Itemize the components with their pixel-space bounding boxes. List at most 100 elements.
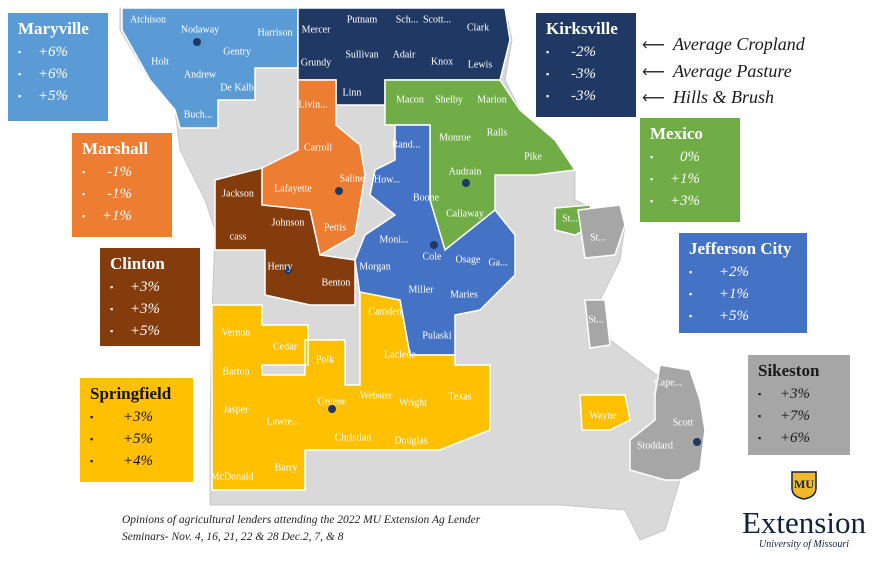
bullet-icon: ▪: [110, 304, 114, 314]
county-label: Lafayette: [274, 183, 312, 194]
county-label: Mi...: [702, 444, 721, 455]
county-label: Polk: [316, 354, 334, 365]
county-label: Gentry: [223, 46, 251, 57]
region-title: Clinton: [110, 254, 165, 273]
county-labels: Atchison Nodaway Holt Andrew Gentry De K…: [130, 14, 722, 482]
bullet-icon: ▪: [689, 311, 693, 321]
city-dot-marshall: [335, 187, 343, 195]
county-label: Christian: [335, 432, 372, 443]
region-clinton: [214, 167, 356, 306]
county-label: McDonald: [211, 471, 254, 482]
county-label: Atchison: [130, 14, 166, 25]
bullet-icon: ▪: [758, 411, 762, 421]
county-label: Osage: [456, 254, 482, 265]
svg-text:MU: MU: [794, 477, 814, 491]
county-label: Cedar: [273, 341, 298, 352]
county-label: Pike: [524, 151, 542, 162]
county-label: St...: [590, 232, 606, 243]
county-label: St...: [562, 213, 578, 224]
region-box-jefferson-city: Jefferson City ▪ +2% ▪ +1% ▪ +5%: [679, 233, 807, 333]
bullet-icon: ▪: [650, 196, 654, 206]
county-label: Webster: [360, 390, 393, 401]
region-title: Jefferson City: [689, 239, 792, 258]
county-label: Moni...: [379, 234, 408, 245]
bullet-icon: ▪: [18, 47, 22, 57]
county-label: Stoddard: [637, 440, 673, 451]
legend-average-cropland: ⟵ Average Cropland: [642, 34, 805, 55]
county-label: Carroll: [304, 142, 333, 153]
region-row-pasture: ▪ -3%: [546, 65, 596, 82]
region-box-maryville: Maryville ▪ +6% ▪ +6% ▪ +5%: [8, 13, 108, 121]
bullet-icon: ▪: [90, 456, 94, 466]
logo-subtitle: University of Missouri: [759, 539, 849, 550]
county-label: Clark: [467, 22, 489, 33]
legend-label: Average Cropland: [672, 34, 805, 54]
county-label: De Kalb: [220, 82, 254, 93]
mu-shield-icon: MU: [791, 471, 817, 500]
arrow-left-icon: ⟵: [642, 89, 665, 107]
region-title: Maryville: [18, 19, 89, 38]
bullet-icon: ▪: [18, 91, 22, 101]
county-label: Lawre...: [266, 416, 299, 427]
county-label: Callaway: [446, 208, 484, 219]
region-row-pasture: ▪ +3%: [110, 300, 160, 317]
city-dot-sikeston: [693, 438, 701, 446]
county-label: Maries: [450, 289, 478, 300]
county-label: Cape...: [654, 377, 682, 388]
county-label: Sullivan: [345, 49, 378, 60]
region-row-cropland: ▪ -1%: [82, 163, 132, 180]
region-row-hills: ▪ +5%: [110, 322, 160, 339]
region-title: Sikeston: [758, 361, 820, 380]
bullet-icon: ▪: [82, 167, 86, 177]
county-label: Lewis: [468, 59, 493, 70]
bullet-icon: ▪: [82, 189, 86, 199]
county-label: Miller: [409, 284, 435, 295]
county-label: Knox: [431, 56, 453, 67]
legend-label: Average Pasture: [672, 61, 792, 81]
county-label: Benton: [322, 277, 351, 288]
county-label: Sch...: [396, 14, 419, 25]
arrow-left-icon: ⟵: [642, 63, 665, 81]
county-label: Pulaski: [422, 330, 452, 341]
mu-extension-logo: MU Extension University of Missouri: [724, 470, 882, 550]
region-row-cropland: ▪ +2%: [689, 263, 749, 280]
county-label: Wright: [399, 397, 427, 408]
county-label: Boone: [413, 192, 440, 203]
county-label: Holt: [151, 56, 169, 67]
bullet-icon: ▪: [18, 69, 22, 79]
county-label: Ralls: [487, 127, 508, 138]
bullet-icon: ▪: [650, 174, 654, 184]
city-dot-jefferson-city: [430, 241, 438, 249]
bullet-icon: ▪: [90, 412, 94, 422]
county-label: Ga...: [488, 257, 507, 268]
legend-average-pasture: ⟵ Average Pasture: [642, 61, 792, 82]
county-label: Greene: [318, 396, 347, 407]
region-row-hills: ▪ -3%: [546, 87, 596, 104]
county-label: Putnam: [347, 14, 378, 25]
county-label: Mercer: [302, 24, 332, 35]
city-dot-maryville: [193, 38, 201, 46]
region-sikeston-north: [577, 204, 626, 259]
region-row-cropland: ▪ +3%: [758, 385, 810, 402]
city-dot-clinton: [284, 266, 292, 274]
county-label: Wayne: [589, 410, 617, 421]
county-label: Andrew: [184, 69, 217, 80]
region-row-cropland: ▪ +6%: [18, 43, 68, 60]
region-title: Marshall: [82, 139, 149, 158]
county-label: Adair: [393, 49, 416, 60]
region-row-pasture: ▪ +5%: [90, 430, 153, 447]
legend-label: Hills & Brush: [672, 87, 774, 107]
region-box-mexico: Mexico ▪ 0% ▪ +1% ▪ +3%: [640, 118, 740, 222]
arrow-left-icon: ⟵: [642, 36, 665, 54]
bullet-icon: ▪: [546, 91, 550, 101]
region-springfield: [211, 291, 491, 491]
region-box-springfield: Springfield ▪ +3% ▪ +5% ▪ +4%: [80, 378, 193, 482]
county-label: Grundy: [301, 57, 332, 68]
region-row-hills: ▪ +6%: [758, 429, 810, 446]
region-row-pasture: ▪ +6%: [18, 65, 68, 82]
county-label: Barton: [222, 366, 249, 377]
bullet-icon: ▪: [110, 326, 114, 336]
county-label: Shelby: [435, 94, 463, 105]
bullet-icon: ▪: [546, 47, 550, 57]
